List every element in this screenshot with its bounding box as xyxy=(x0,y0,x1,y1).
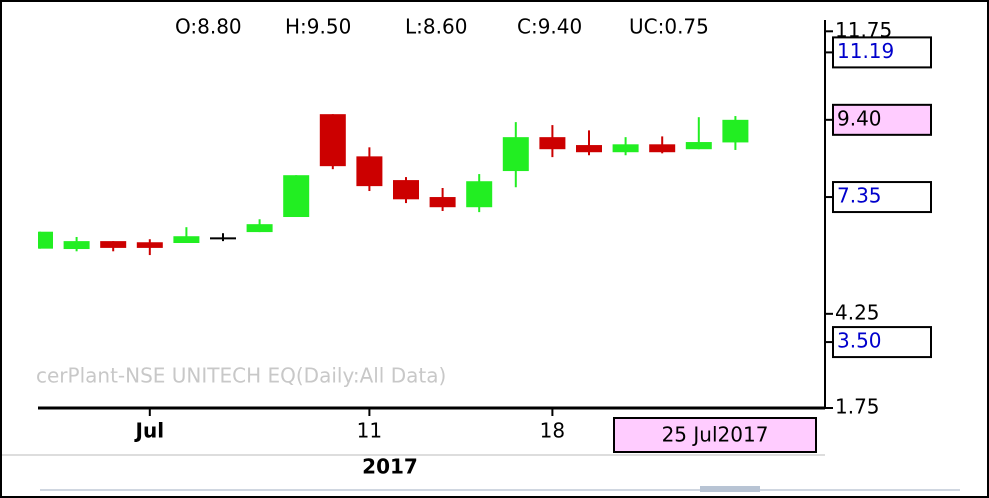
price-marker-label: 11.19 xyxy=(837,39,894,63)
candle-body xyxy=(319,114,346,167)
price-marker-label: 7.35 xyxy=(837,184,882,208)
candle-body xyxy=(649,144,676,153)
candle-body xyxy=(722,119,749,143)
ohlc-header: L:8.60 xyxy=(405,15,467,39)
candle-body xyxy=(100,241,127,248)
ohlc-header: H:9.50 xyxy=(285,15,351,39)
candle-body xyxy=(685,142,712,150)
scroll-thumb xyxy=(700,486,760,492)
price-marker-box xyxy=(832,103,932,136)
price-marker-label: 9.40 xyxy=(837,106,882,130)
cursor-label-box xyxy=(613,417,817,453)
candle-body xyxy=(210,237,236,240)
candle-body xyxy=(38,231,53,249)
price-marker-box xyxy=(832,326,932,359)
x-tick-label: Jul xyxy=(134,419,165,443)
candle-body xyxy=(356,156,383,187)
price-marker-box xyxy=(832,36,932,69)
watermark: cerPlant-NSE UNITECH EQ(Daily:All Data) xyxy=(36,364,446,388)
candle-body xyxy=(466,181,493,208)
candle-body xyxy=(539,137,566,150)
candle-body xyxy=(502,137,529,172)
cursor-label: 25 Jul2017 xyxy=(662,423,769,447)
y-tick-label: 4.25 xyxy=(835,300,880,324)
ohlc-header: UC:0.75 xyxy=(629,15,709,39)
candle-body xyxy=(246,224,273,233)
candle-body xyxy=(612,144,639,153)
candle-body xyxy=(576,145,602,153)
price-marker-label: 3.50 xyxy=(837,329,882,353)
candle-body xyxy=(429,197,456,208)
candle-body xyxy=(136,242,163,248)
candle-body xyxy=(173,236,200,244)
y-tick-label: 1.75 xyxy=(835,395,880,419)
x-tick-label: 11 xyxy=(357,419,382,443)
ohlc-header: O:8.80 xyxy=(175,15,242,39)
year-label: 2017 xyxy=(362,455,418,479)
x-tick-label: 18 xyxy=(540,419,565,443)
candle-body xyxy=(63,241,90,250)
candle-body xyxy=(283,175,310,218)
price-marker-box xyxy=(832,181,932,214)
candle-body xyxy=(393,180,419,200)
ohlc-header: C:9.40 xyxy=(517,15,582,39)
